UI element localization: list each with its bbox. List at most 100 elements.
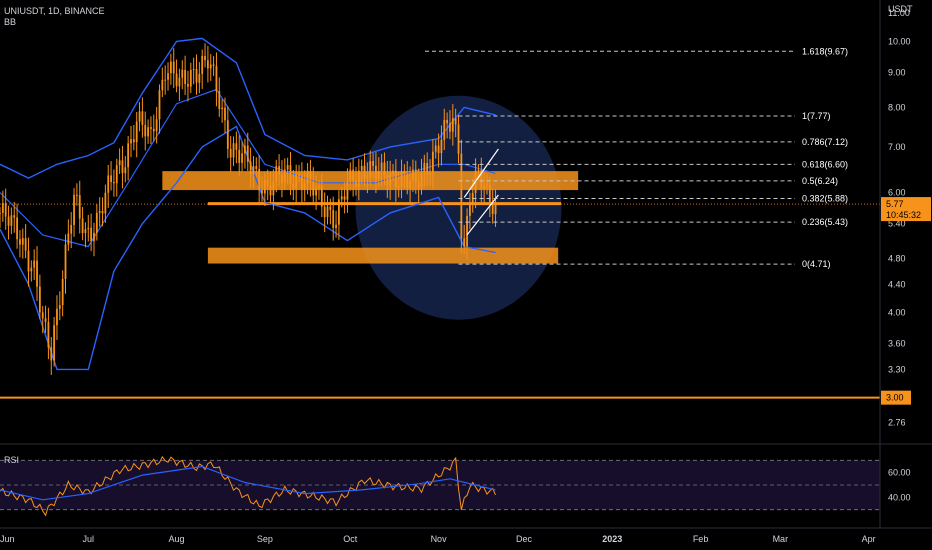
candle [318,180,320,200]
candle [58,291,61,321]
candle-body [483,186,486,189]
candle-body [93,232,95,242]
candle-body [466,215,468,247]
candle [329,198,332,225]
trend-line-lower [466,194,499,236]
time-label: Jun [0,534,15,544]
candle-body [488,184,491,202]
candle [298,164,300,183]
candle [249,147,252,188]
candle [377,157,380,187]
candle [53,316,56,367]
candle-body [292,184,295,189]
price-tick: 3.60 [888,339,906,349]
candle-body [212,64,215,67]
candle [357,158,360,201]
candle [81,206,84,241]
candle [397,171,400,198]
fib-label-1.618: 1.618(9.67) [802,46,848,56]
candle-body [41,312,44,319]
candle-body [110,175,112,183]
candle-body [349,169,352,182]
price-tick: 8.00 [888,102,906,112]
candle-body [24,238,27,251]
candle [266,169,269,201]
candle-body [414,169,417,183]
candle [0,207,1,229]
candle-body [340,196,343,200]
candle [232,136,235,167]
candle-body [380,162,383,171]
candle-body [363,165,366,178]
candle [178,68,181,101]
candle-body [50,347,53,361]
candle [389,160,392,200]
candle-body [400,171,403,187]
candle [332,196,335,241]
candle [449,110,451,140]
candle-body [27,250,30,272]
candle-body [303,183,306,190]
bb-basis [0,88,496,248]
candle [167,62,169,91]
candle-body [130,139,132,144]
candle-body [75,194,78,196]
candle-body [389,173,392,186]
candle [463,224,466,255]
candle-body [246,145,249,162]
candle-body [161,79,164,91]
candle-body [323,206,326,218]
candle-body [73,194,75,225]
candle [47,307,50,360]
rsi-label[interactable]: RSI [4,455,20,465]
candle-body [375,165,377,180]
candle-body [397,186,400,188]
candle-body [261,190,263,194]
candle-body [431,151,434,174]
candle [30,260,33,282]
candle-body [70,224,73,234]
candle [283,158,286,190]
candle-body [318,186,320,188]
price-tick: 4.40 [888,279,906,289]
candle [16,203,18,249]
symbol-title[interactable]: UNIUSDT, 1D, BINANCE [4,6,105,16]
line-price-tag [881,390,911,405]
indicator-label[interactable]: BB [4,17,17,27]
candle-body [252,166,255,175]
candle [1,190,4,222]
time-label: Oct [343,534,358,544]
candle [130,126,132,158]
candle-body [329,206,332,211]
candle-body [326,206,329,218]
candle-body [84,229,87,234]
candle [289,151,292,196]
candle-body [409,180,411,188]
time-label: Sep [257,534,273,544]
price-tick: 11.00 [888,8,910,18]
candle [394,159,397,202]
candle [164,65,167,95]
candle [4,188,7,230]
fib-label-0.5: 0.5(6.24) [802,176,838,186]
candle [278,154,280,187]
candle-body [434,145,437,152]
time-label: Nov [431,534,448,544]
candle [491,188,494,224]
candle-body [138,111,141,122]
candle [110,161,112,191]
fib-label-0: 0(4.71) [802,259,831,269]
candle-body [118,160,121,166]
candle-body [158,90,161,120]
candle-body [289,165,292,185]
candle [295,164,298,204]
candle-body [124,167,127,174]
candle [158,84,161,134]
candle-body [167,73,169,80]
candle-body [275,166,278,182]
candle [135,112,138,158]
candle-body [189,69,192,87]
candle [75,183,78,206]
candle [272,169,275,211]
